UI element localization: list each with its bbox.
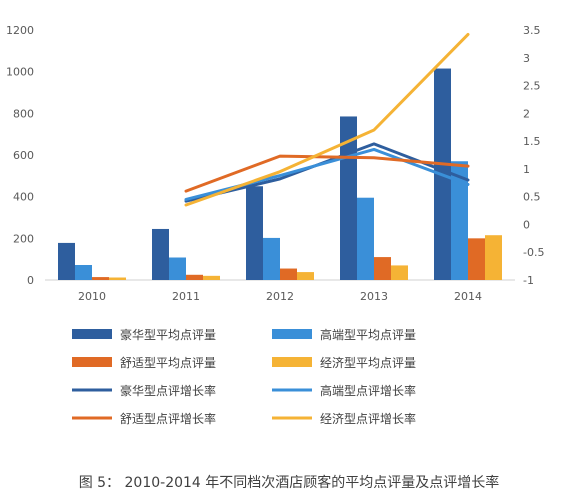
legend-label: 高端型平均点评量 — [320, 327, 416, 342]
axes: 0 200 400 600 800 1000 1200 -1 -0.5 0 0.5 1 1.5 2 2.5 3… — [6, 24, 544, 303]
bar — [485, 235, 502, 280]
bar — [109, 277, 126, 280]
bar — [263, 237, 280, 280]
y-right-tick-label: -1 — [523, 274, 534, 287]
series-line — [184, 154, 470, 193]
bar — [280, 268, 297, 280]
y-left-tick-label: 0 — [27, 274, 34, 287]
legend-swatch — [272, 329, 312, 339]
legend-label: 豪华型平均点评量 — [120, 327, 216, 342]
legend-swatch — [72, 329, 112, 339]
legend-label: 经济型点评增长率 — [320, 411, 416, 426]
x-tick-label: 2013 — [360, 290, 388, 303]
x-tick-label: 2012 — [266, 290, 294, 303]
y-right-tick-label: 1 — [523, 163, 530, 176]
y-right-tick-label: -0.5 — [523, 246, 544, 259]
legend-label: 高端型点评增长率 — [320, 383, 416, 398]
bar — [58, 242, 75, 280]
bar — [75, 265, 92, 280]
y-left-tick-label: 200 — [13, 232, 34, 245]
legend-label: 舒适型点评增长率 — [120, 411, 216, 426]
bar — [169, 257, 186, 280]
y-right-tick-label: 2 — [523, 107, 530, 120]
x-tick-label: 2011 — [172, 290, 200, 303]
figure-caption: 图 5： 2010-2014 年不同档次酒店顾客的平均点评量及点评增长率 — [78, 475, 500, 491]
bar — [357, 197, 374, 280]
y-right-tick-label: 3 — [523, 52, 530, 65]
legend-swatch — [72, 357, 112, 367]
series-line — [184, 32, 470, 207]
y-left-tick-label: 600 — [13, 149, 34, 162]
y-left-tick-label: 1000 — [6, 66, 34, 79]
combo-chart: 0 200 400 600 800 1000 1200 -1 -0.5 0 0.5 1 1.5 2 2.5 3… — [6, 24, 544, 426]
legend-label: 舒适型平均点评量 — [120, 356, 216, 370]
bar — [391, 265, 408, 280]
y-left-tick-label: 800 — [13, 107, 34, 120]
x-tick-label: 2010 — [78, 290, 106, 303]
bar — [297, 272, 314, 280]
y-right-tick-label: 2.5 — [523, 80, 541, 93]
y-right-tick-label: 3.5 — [523, 24, 541, 37]
bar — [152, 228, 169, 280]
y-left-tick-label: 400 — [13, 191, 34, 204]
bar — [186, 274, 203, 280]
bar — [468, 238, 485, 280]
y-right-tick-label: 1.5 — [523, 135, 541, 148]
bar — [92, 277, 109, 280]
legend-swatch — [272, 357, 312, 367]
x-tick-label: 2014 — [454, 290, 482, 303]
legend-label: 豪华型点评增长率 — [120, 383, 216, 398]
legend-label: 经济型平均点评量 — [320, 355, 416, 370]
bar — [203, 275, 220, 280]
y-right-tick-label: 0.5 — [523, 191, 541, 204]
y-right-tick-label: 0 — [523, 218, 530, 231]
bar — [246, 186, 263, 280]
bar — [451, 161, 468, 280]
y-left-tick-label: 1200 — [6, 24, 34, 37]
bar — [374, 257, 391, 280]
lines — [184, 32, 470, 207]
